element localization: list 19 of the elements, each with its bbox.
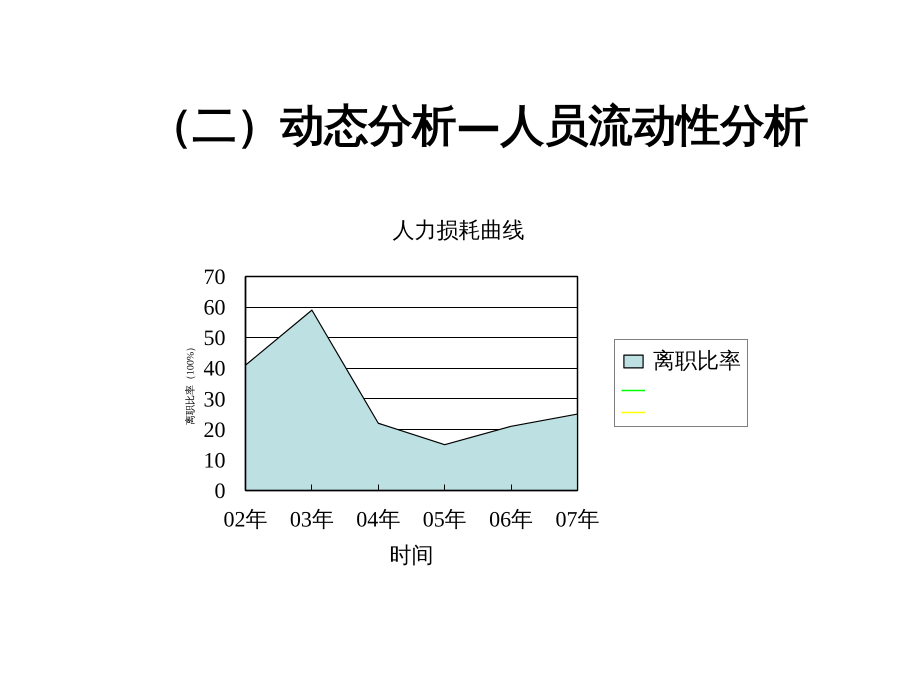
legend-label: 离职比率 <box>653 347 741 375</box>
y-tick-label: 0 <box>214 478 226 503</box>
y-tick-label: 10 <box>204 447 226 472</box>
y-tick-label: 30 <box>204 386 226 412</box>
y-tick-label: 50 <box>204 325 226 350</box>
x-tick-label: 03年 <box>290 506 334 532</box>
y-tick-label: 20 <box>204 416 226 442</box>
x-tick-label: 04年 <box>356 506 400 532</box>
chart-subtitle: 人力损耗曲线 <box>392 218 524 242</box>
y-tick-label: 70 <box>204 264 226 289</box>
x-tick-label: 05年 <box>422 506 467 532</box>
x-tick-label: 06年 <box>489 506 534 532</box>
y-axis-title: 离职比率（100%） <box>184 342 196 426</box>
x-tick-label: 02年 <box>224 506 268 532</box>
chart-title: （二）动态分析—人员流动性分析 <box>148 100 808 152</box>
y-tick-label: 40 <box>204 356 226 381</box>
x-tick-label: 07年 <box>556 506 600 532</box>
y-tick-label: 60 <box>204 294 226 320</box>
x-axis-title: 时间 <box>390 542 434 568</box>
